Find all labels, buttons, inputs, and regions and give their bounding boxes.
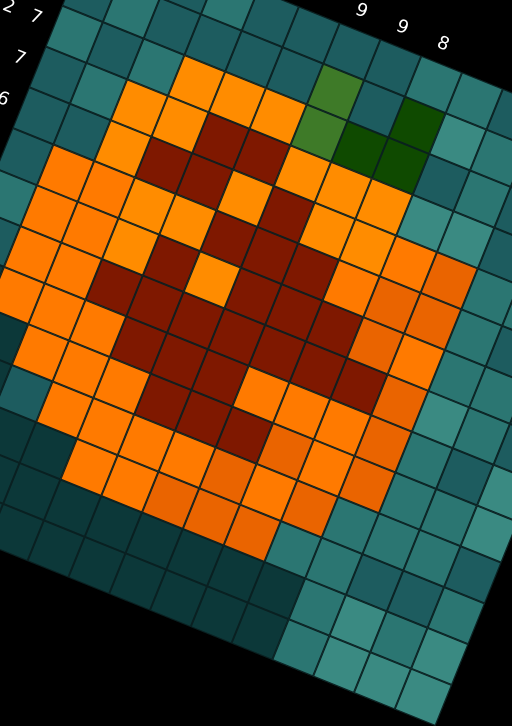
column-clue: 8 [434,31,459,58]
column-clue: 9 [393,15,418,42]
row-clue: 2 7 [0,0,51,32]
row-clue: 7 [10,46,35,73]
column-clue: 5 [312,0,336,8]
row-clue: 6 [0,86,18,113]
column-clue: 9 [352,0,377,25]
